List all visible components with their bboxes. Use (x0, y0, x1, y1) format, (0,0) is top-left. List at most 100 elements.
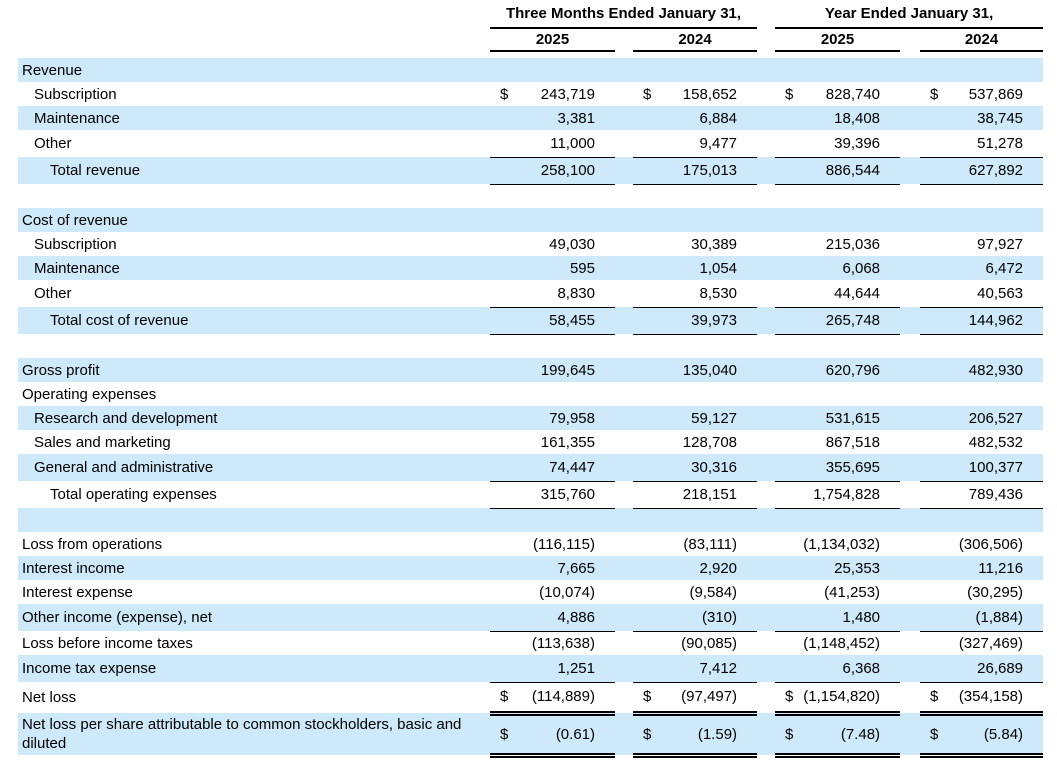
cell-value: $ (1.59) (633, 713, 758, 758)
cell-number: 128,708 (682, 433, 738, 451)
table-row: Total operating expenses 315,760 218,151 1,… (18, 481, 1044, 509)
column-gap (757, 508, 776, 532)
column-gap (757, 130, 775, 157)
column-gap (900, 556, 921, 580)
column-gap (615, 580, 633, 604)
column-gap (757, 655, 776, 682)
column-gap (615, 58, 633, 82)
currency-symbol: $ (500, 725, 509, 743)
column-gap (900, 604, 921, 631)
cell-number: 3,381 (557, 109, 595, 127)
currency-symbol: $ (643, 688, 652, 705)
column-gap (615, 208, 633, 232)
cell-number: 49,030 (549, 235, 595, 253)
column-gap (900, 655, 921, 682)
column-gap (757, 556, 776, 580)
table-row: Total revenue 258,100 175,013 886,544 627,89… (18, 157, 1044, 185)
cell-value (490, 184, 615, 208)
column-gap (757, 382, 775, 406)
spacer-cell (18, 334, 490, 358)
cell-number: (116,115) (533, 535, 595, 553)
cell-value: 39,396 (775, 130, 901, 158)
row-label: Cost of revenue (18, 208, 490, 232)
table-row: Interest income 7,665 2,920 25,353 11,216 (18, 556, 1044, 580)
cell-number: 144,962 (968, 312, 1024, 329)
column-gap (615, 713, 633, 755)
column-gap (900, 430, 920, 454)
column-gap (757, 532, 775, 556)
column-gap (757, 481, 775, 508)
cell-value (490, 508, 615, 532)
cell-number: 243,719 (540, 85, 595, 103)
cell-value: 6,472 (920, 256, 1044, 280)
spacer-row (18, 334, 1043, 358)
column-gap (615, 382, 633, 406)
column-gap (900, 28, 920, 51)
column-gap (900, 208, 921, 232)
row-label: Net loss per share attributable to commo… (18, 713, 490, 755)
column-gap (615, 358, 633, 382)
table-row: General and administrative 74,447 30,316 35… (18, 454, 1044, 482)
column-gap (757, 157, 776, 184)
cell-number: 482,930 (968, 361, 1024, 379)
currency-symbol: $ (500, 85, 509, 103)
header-spacer (18, 28, 490, 51)
row-label: Total cost of revenue (18, 307, 490, 334)
table-row: Subscription 49,030 30,389 215,036 97,927 (18, 232, 1043, 256)
cell-number: (114,889) (531, 688, 595, 705)
row-label: Maintenance (18, 256, 490, 280)
cell-value: $ (97,497) (633, 682, 758, 716)
cell-value (490, 334, 615, 358)
cell-number: 4,886 (557, 608, 595, 626)
column-gap (615, 532, 633, 556)
row-label: Total revenue (18, 157, 490, 184)
currency-symbol: $ (785, 85, 794, 103)
cell-number: 886,544 (825, 162, 881, 179)
cell-number: 258,100 (540, 162, 595, 179)
column-gap (615, 307, 633, 334)
cell-number: 1,251 (557, 659, 595, 677)
cell-value: 8,830 (490, 280, 615, 308)
column-gap (757, 406, 776, 430)
column-gap (615, 508, 633, 532)
cell-value: 59,127 (633, 406, 758, 430)
cell-number: 8,530 (699, 284, 738, 302)
cell-number: (354,158) (958, 688, 1024, 705)
column-gap (615, 682, 633, 713)
column-gap (615, 430, 633, 454)
row-label: Loss from operations (22, 535, 163, 553)
cell-value: 620,796 (775, 358, 901, 382)
cell-number: (113,638) (531, 634, 595, 652)
cell-value (920, 184, 1043, 208)
column-gap (757, 106, 776, 130)
cell-value: 595 (490, 256, 615, 280)
cell-value: 8,530 (633, 280, 758, 308)
cell-number: 789,436 (968, 486, 1024, 503)
column-gap (757, 82, 775, 106)
column-gap (757, 580, 775, 604)
column-gap (900, 682, 920, 713)
cell-number: (0.61) (555, 725, 595, 743)
cell-value: 51,278 (920, 130, 1044, 158)
column-gap (757, 358, 776, 382)
cell-number: 59,127 (691, 409, 738, 427)
cell-value: (1,148,452) (775, 631, 900, 655)
column-gap (900, 382, 920, 406)
currency-symbol: $ (785, 725, 794, 743)
column-gap (757, 256, 776, 280)
column-gap (900, 508, 921, 532)
cell-number: 6,884 (699, 109, 738, 127)
spacer-row (18, 508, 1044, 532)
cell-value: 6,884 (633, 106, 758, 130)
row-label: Operating expenses (22, 385, 157, 403)
cell-value (633, 58, 758, 82)
cell-number: (30,295) (967, 583, 1024, 601)
cell-value (490, 382, 615, 406)
column-gap (757, 682, 775, 713)
column-gap (615, 184, 633, 208)
cell-number: 175,013 (682, 162, 738, 179)
cell-number: 18,408 (834, 109, 881, 127)
cell-number: (41,253) (824, 583, 881, 601)
cell-number: 595 (569, 259, 595, 277)
column-gap (615, 481, 633, 508)
